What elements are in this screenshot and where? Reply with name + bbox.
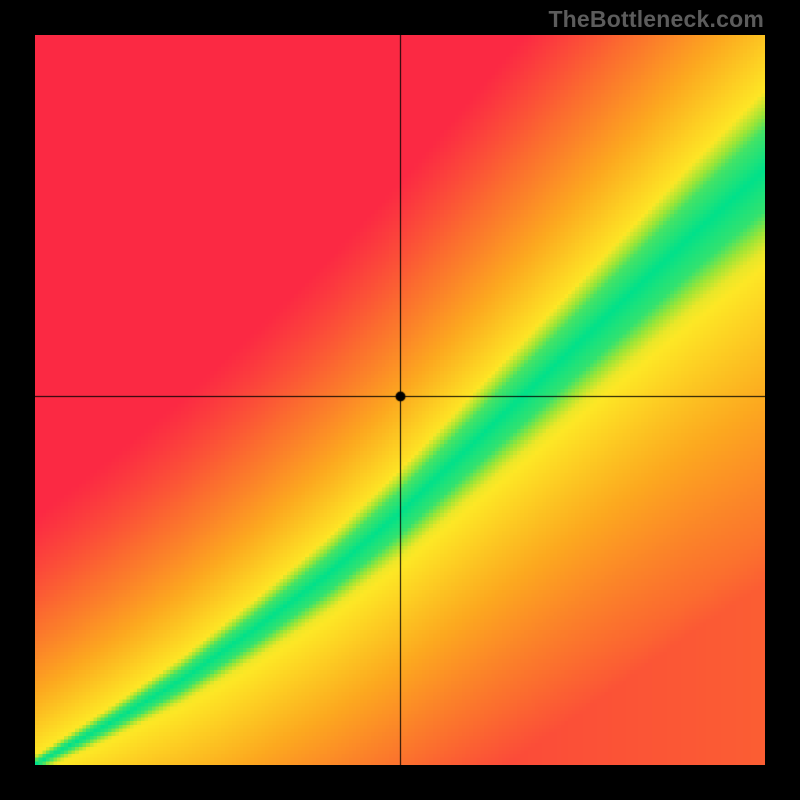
source-watermark: TheBottleneck.com xyxy=(548,6,764,33)
bottleneck-heatmap xyxy=(35,35,765,765)
chart-container: { "source_watermark": "TheBottleneck.com… xyxy=(0,0,800,800)
